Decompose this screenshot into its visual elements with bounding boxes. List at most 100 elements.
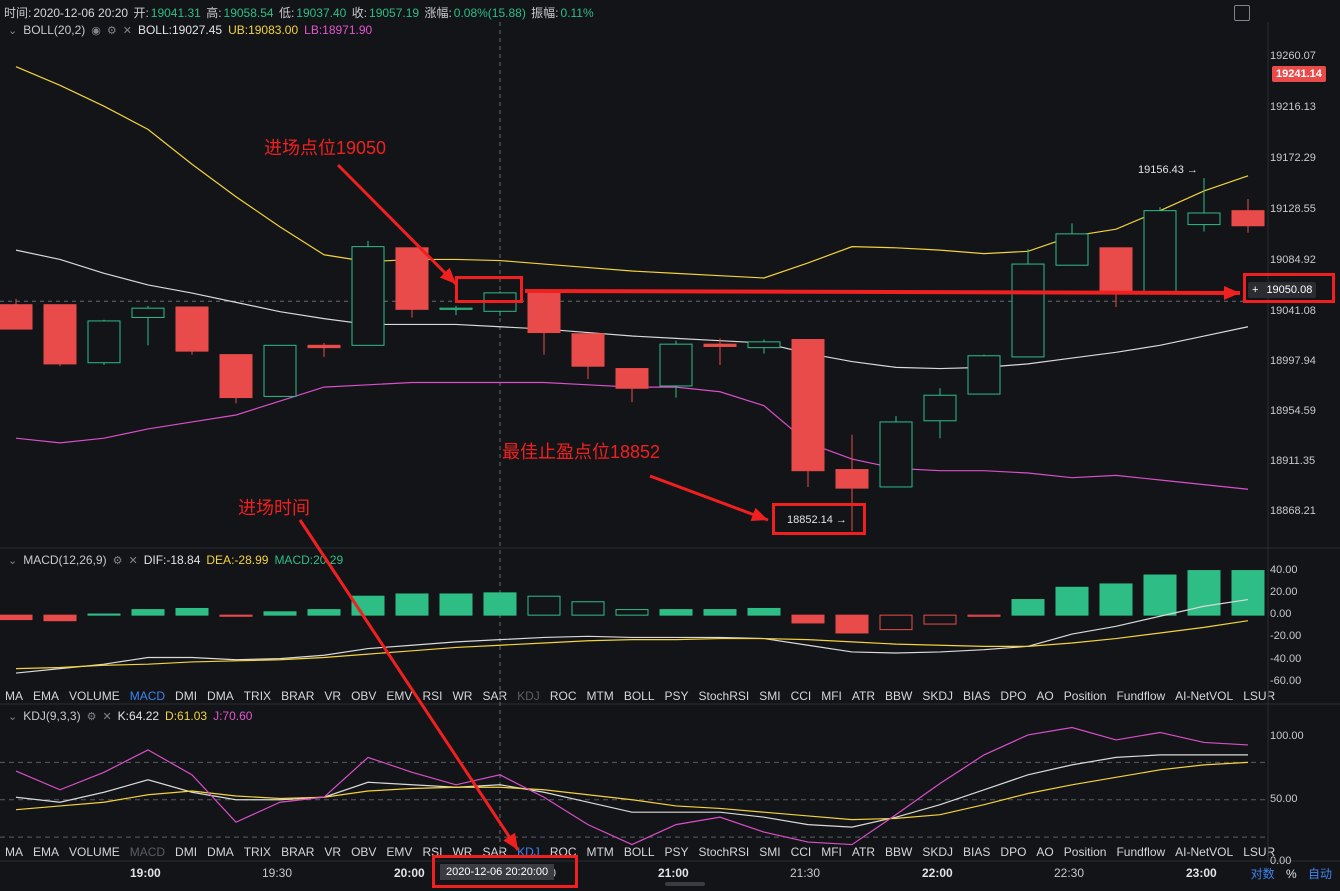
collapse-chevron-icon[interactable]: ⌄ [8, 24, 18, 37]
time-scroll-handle-icon[interactable] [665, 882, 705, 886]
tab-stochrsi[interactable]: StochRSI [698, 845, 750, 859]
tab-stochrsi[interactable]: StochRSI [698, 689, 750, 703]
collapse-chevron-icon[interactable]: ⌄ [8, 554, 18, 567]
tab-bbw[interactable]: BBW [885, 689, 913, 703]
close-icon[interactable]: ✕ [102, 710, 112, 723]
tab-smi[interactable]: SMI [759, 689, 781, 703]
percent-scale-toggle[interactable]: % [1285, 867, 1297, 881]
plus-icon[interactable]: + [1252, 284, 1259, 296]
tab-wr[interactable]: WR [452, 689, 473, 703]
tab-cci[interactable]: CCI [790, 845, 812, 859]
tab-rsi[interactable]: RSI [422, 689, 443, 703]
tab-ao[interactable]: AO [1036, 845, 1054, 859]
kdj-j-line [15, 726, 1249, 846]
tab-ao[interactable]: AO [1036, 689, 1054, 703]
tab-brar[interactable]: BRAR [281, 845, 315, 859]
collapse-chevron-icon[interactable]: ⌄ [8, 710, 18, 723]
macd-histogram-bar [307, 609, 341, 616]
gear-icon[interactable]: ⚙ [86, 710, 97, 723]
tab-boll[interactable]: BOLL [623, 689, 655, 703]
tab-lsur[interactable]: LSUR [1243, 689, 1276, 703]
tab-macd[interactable]: MACD [129, 845, 166, 859]
tab-volume[interactable]: VOLUME [69, 845, 120, 859]
kdj-legend: ⌄ KDJ(9,3,3) ⚙ ✕ K:64.22 D:61.03 J:70.60 [8, 709, 252, 723]
candle-body [87, 320, 121, 364]
tab-atr[interactable]: ATR [851, 689, 876, 703]
tab-vr[interactable]: VR [324, 689, 342, 703]
tab-atr[interactable]: ATR [851, 845, 876, 859]
tab-bias[interactable]: BIAS [963, 845, 991, 859]
tab-bbw[interactable]: BBW [885, 845, 913, 859]
take-profit-arrow [649, 474, 769, 522]
macd-dea-value: -28.99 [234, 553, 269, 567]
tab-boll[interactable]: BOLL [623, 845, 655, 859]
tab-position[interactable]: Position [1063, 689, 1107, 703]
tab-obv[interactable]: OBV [351, 845, 377, 859]
candle-body [219, 354, 253, 399]
tab-skdj[interactable]: SKDJ [922, 845, 954, 859]
tab-mfi[interactable]: MFI [821, 689, 842, 703]
tab-skdj[interactable]: SKDJ [922, 689, 954, 703]
tab-mtm[interactable]: MTM [586, 689, 614, 703]
log-scale-toggle[interactable]: 对数 [1250, 867, 1275, 881]
tab-dma[interactable]: DMA [207, 689, 234, 703]
close-icon[interactable]: ✕ [128, 554, 138, 567]
tab-roc[interactable]: ROC [549, 689, 577, 703]
eye-icon[interactable]: ◉ [91, 24, 101, 37]
tab-lsur[interactable]: LSUR [1243, 845, 1276, 859]
tab-fundflow[interactable]: Fundflow [1116, 689, 1166, 703]
macd-histogram-bar [43, 614, 77, 622]
candle-body [1231, 210, 1265, 227]
candle-body [1099, 247, 1133, 293]
tab-trix[interactable]: TRIX [243, 845, 272, 859]
fullscreen-icon[interactable] [1234, 5, 1250, 21]
tab-ma[interactable]: MA [5, 845, 23, 859]
time-label: 时间: [4, 6, 32, 20]
tab-mtm[interactable]: MTM [586, 845, 614, 859]
kdj-k-label: K: [117, 709, 130, 723]
gear-icon[interactable]: ⚙ [112, 554, 123, 567]
candle-body [175, 306, 209, 352]
tab-position[interactable]: Position [1063, 845, 1107, 859]
tab-ema[interactable]: EMA [33, 689, 60, 703]
tab-mfi[interactable]: MFI [821, 845, 842, 859]
tab-brar[interactable]: BRAR [281, 689, 315, 703]
tab-emv[interactable]: EMV [386, 845, 413, 859]
tab-macd[interactable]: MACD [129, 689, 166, 703]
tab-dpo[interactable]: DPO [1000, 845, 1027, 859]
gear-icon[interactable]: ⚙ [106, 24, 117, 37]
tab-dpo[interactable]: DPO [1000, 689, 1027, 703]
macd-histogram-bar [835, 614, 869, 634]
tab-fundflow[interactable]: Fundflow [1116, 845, 1166, 859]
tab-dmi[interactable]: DMI [175, 689, 198, 703]
time-value: 2020-12-06 20:20 [33, 6, 129, 20]
tab-emv[interactable]: EMV [386, 689, 413, 703]
candle-body [1143, 210, 1177, 293]
tab-sar[interactable]: SAR [482, 689, 508, 703]
tab-obv[interactable]: OBV [351, 689, 377, 703]
tab-smi[interactable]: SMI [759, 845, 781, 859]
tab-psy[interactable]: PSY [664, 845, 689, 859]
tab-kdj[interactable]: KDJ [517, 689, 540, 703]
tab-trix[interactable]: TRIX [243, 689, 272, 703]
indicator-tabs-secondary: MA EMA VOLUME MACD DMI DMA TRIX BRAR VR OBV EMV RSI… [0, 842, 1280, 862]
close-icon[interactable]: ✕ [122, 24, 132, 37]
macd-histogram-bar [1143, 574, 1177, 616]
auto-scale-toggle[interactable]: 自动 [1307, 867, 1332, 881]
tab-volume[interactable]: VOLUME [69, 689, 120, 703]
tab-dma[interactable]: DMA [207, 845, 234, 859]
tab-psy[interactable]: PSY [664, 689, 689, 703]
tab-vr[interactable]: VR [324, 845, 342, 859]
tab-ai-netvol[interactable]: AI-NetVOL [1175, 689, 1234, 703]
tab-dmi[interactable]: DMI [175, 845, 198, 859]
x-axis-label: 23:00 [1186, 866, 1217, 880]
tab-bias[interactable]: BIAS [963, 689, 991, 703]
tab-ma[interactable]: MA [5, 689, 23, 703]
tab-ema[interactable]: EMA [33, 845, 60, 859]
marked-price-tag[interactable]: +19050.08 [1248, 282, 1317, 298]
tab-ai-netvol[interactable]: AI-NetVOL [1175, 845, 1234, 859]
y-axis-label: 18954.59 [1270, 404, 1316, 417]
tab-cci[interactable]: CCI [790, 689, 812, 703]
x-axis-label: 19:00 [130, 866, 161, 880]
